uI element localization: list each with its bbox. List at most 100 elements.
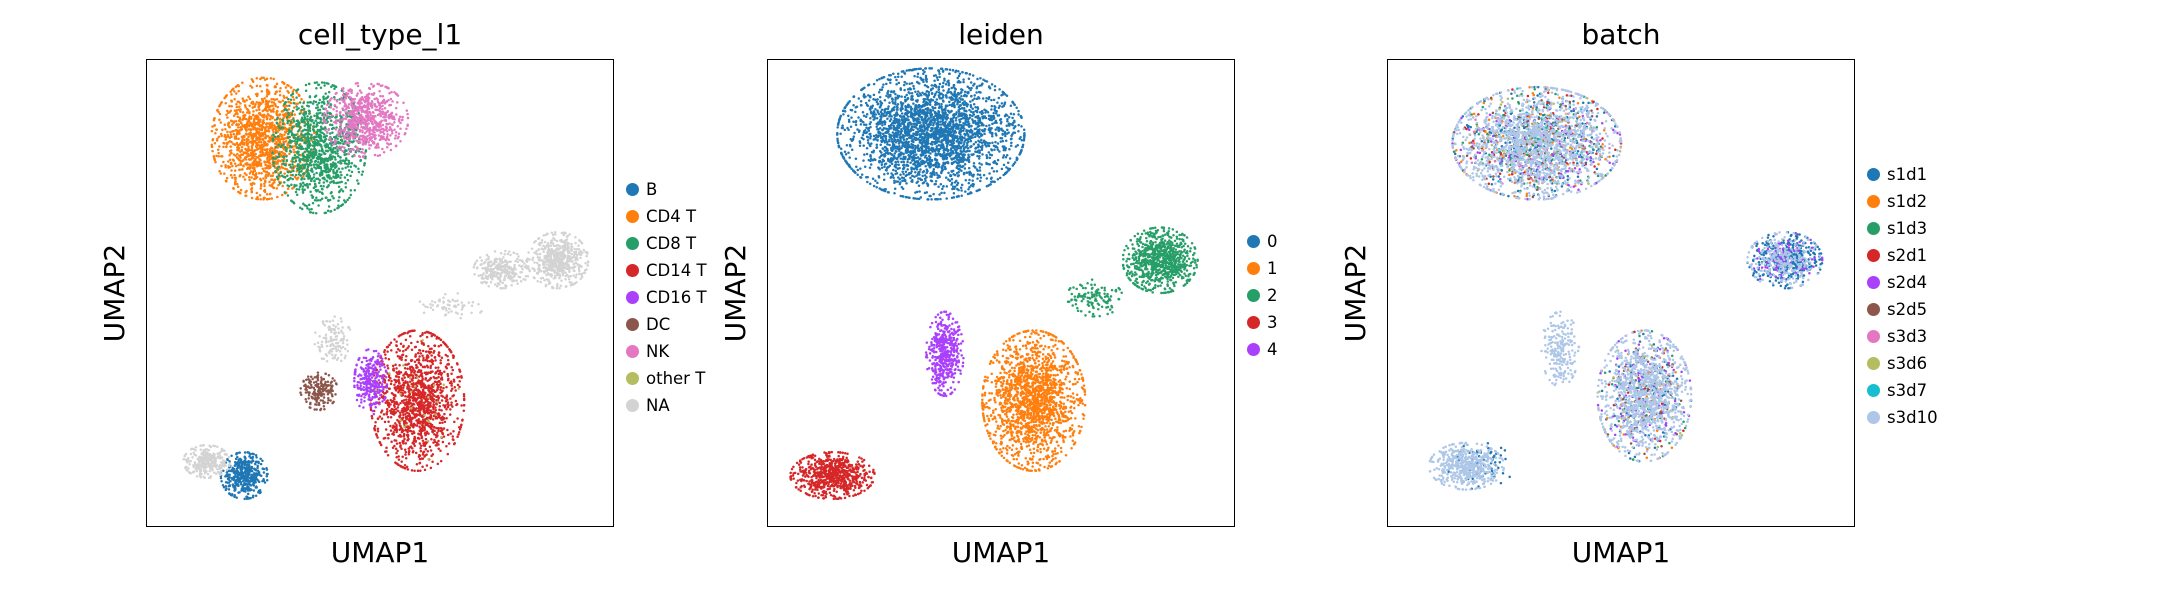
data-point bbox=[393, 338, 396, 341]
data-point bbox=[335, 109, 338, 113]
data-point bbox=[346, 165, 350, 168]
data-point bbox=[325, 179, 329, 183]
data-point bbox=[312, 381, 316, 384]
data-point bbox=[271, 115, 274, 119]
data-point bbox=[345, 162, 348, 165]
data-point bbox=[320, 138, 323, 141]
data-point bbox=[340, 173, 343, 177]
data-point bbox=[258, 144, 262, 148]
data-point bbox=[330, 190, 333, 194]
data-point bbox=[360, 91, 363, 94]
data-point bbox=[397, 371, 401, 375]
data-point bbox=[259, 462, 263, 466]
data-point bbox=[230, 93, 233, 96]
data-point bbox=[289, 101, 293, 105]
data-point bbox=[235, 92, 238, 95]
data-point bbox=[309, 115, 313, 118]
data-point bbox=[382, 388, 385, 391]
data-point bbox=[366, 103, 369, 106]
data-point bbox=[319, 380, 323, 383]
data-point bbox=[349, 165, 353, 169]
data-point bbox=[295, 91, 299, 94]
data-point bbox=[385, 383, 389, 386]
data-point bbox=[272, 130, 275, 134]
data-point bbox=[268, 180, 271, 184]
data-point bbox=[275, 121, 279, 124]
data-point bbox=[282, 115, 286, 119]
data-point bbox=[300, 207, 304, 211]
data-point bbox=[317, 403, 321, 407]
data-point bbox=[233, 109, 237, 112]
data-point bbox=[269, 77, 273, 80]
data-point bbox=[441, 440, 445, 444]
data-point bbox=[254, 454, 258, 457]
data-point bbox=[402, 344, 405, 348]
data-point bbox=[322, 114, 326, 117]
data-point bbox=[274, 104, 278, 108]
data-point bbox=[251, 459, 255, 463]
data-point bbox=[378, 415, 382, 418]
data-point bbox=[265, 193, 269, 196]
data-point bbox=[440, 416, 443, 420]
data-point bbox=[275, 98, 279, 101]
data-point bbox=[404, 442, 408, 445]
data-point bbox=[289, 129, 293, 133]
data-point bbox=[245, 161, 249, 165]
data-point bbox=[245, 495, 248, 499]
data-point bbox=[383, 436, 387, 440]
data-point bbox=[239, 163, 243, 166]
data-point bbox=[334, 116, 337, 119]
data-point bbox=[443, 405, 447, 409]
data-point bbox=[353, 379, 356, 383]
data-point bbox=[227, 111, 230, 115]
data-point bbox=[226, 477, 230, 481]
data-point bbox=[440, 356, 444, 360]
data-point bbox=[330, 123, 334, 127]
data-point bbox=[380, 377, 384, 380]
data-point bbox=[370, 417, 374, 420]
data-point bbox=[418, 403, 422, 407]
data-point bbox=[314, 163, 318, 166]
data-point bbox=[231, 466, 234, 470]
data-point bbox=[228, 460, 231, 463]
data-point bbox=[410, 348, 414, 352]
data-point bbox=[399, 425, 402, 428]
data-point bbox=[412, 389, 416, 393]
data-point bbox=[360, 173, 364, 176]
data-point bbox=[226, 458, 229, 462]
data-point bbox=[462, 409, 466, 413]
data-point bbox=[228, 476, 231, 479]
data-point bbox=[330, 393, 334, 396]
data-point bbox=[286, 178, 289, 182]
data-point bbox=[380, 362, 384, 366]
data-point bbox=[368, 393, 371, 396]
data-point bbox=[429, 350, 433, 354]
data-point bbox=[379, 368, 382, 371]
data-point bbox=[259, 198, 262, 201]
data-point bbox=[255, 108, 258, 112]
data-point bbox=[282, 142, 285, 146]
data-point bbox=[236, 157, 240, 160]
data-point bbox=[360, 398, 363, 401]
data-point bbox=[389, 429, 393, 432]
data-point bbox=[407, 395, 410, 399]
data-point bbox=[234, 461, 238, 465]
data-point bbox=[291, 177, 294, 181]
data-point bbox=[230, 494, 234, 497]
data-point bbox=[439, 382, 442, 385]
data-point bbox=[216, 108, 219, 112]
data-point bbox=[267, 159, 271, 163]
data-point bbox=[341, 159, 345, 162]
data-point bbox=[283, 191, 287, 194]
data-point bbox=[324, 157, 328, 160]
data-point bbox=[411, 396, 414, 400]
data-point bbox=[419, 334, 422, 338]
data-point bbox=[315, 133, 318, 136]
data-point bbox=[383, 349, 387, 352]
data-point bbox=[330, 85, 333, 88]
data-point bbox=[308, 112, 311, 115]
data-point bbox=[404, 412, 407, 416]
data-point bbox=[408, 449, 411, 453]
data-point bbox=[238, 464, 241, 468]
data-point bbox=[363, 164, 366, 167]
